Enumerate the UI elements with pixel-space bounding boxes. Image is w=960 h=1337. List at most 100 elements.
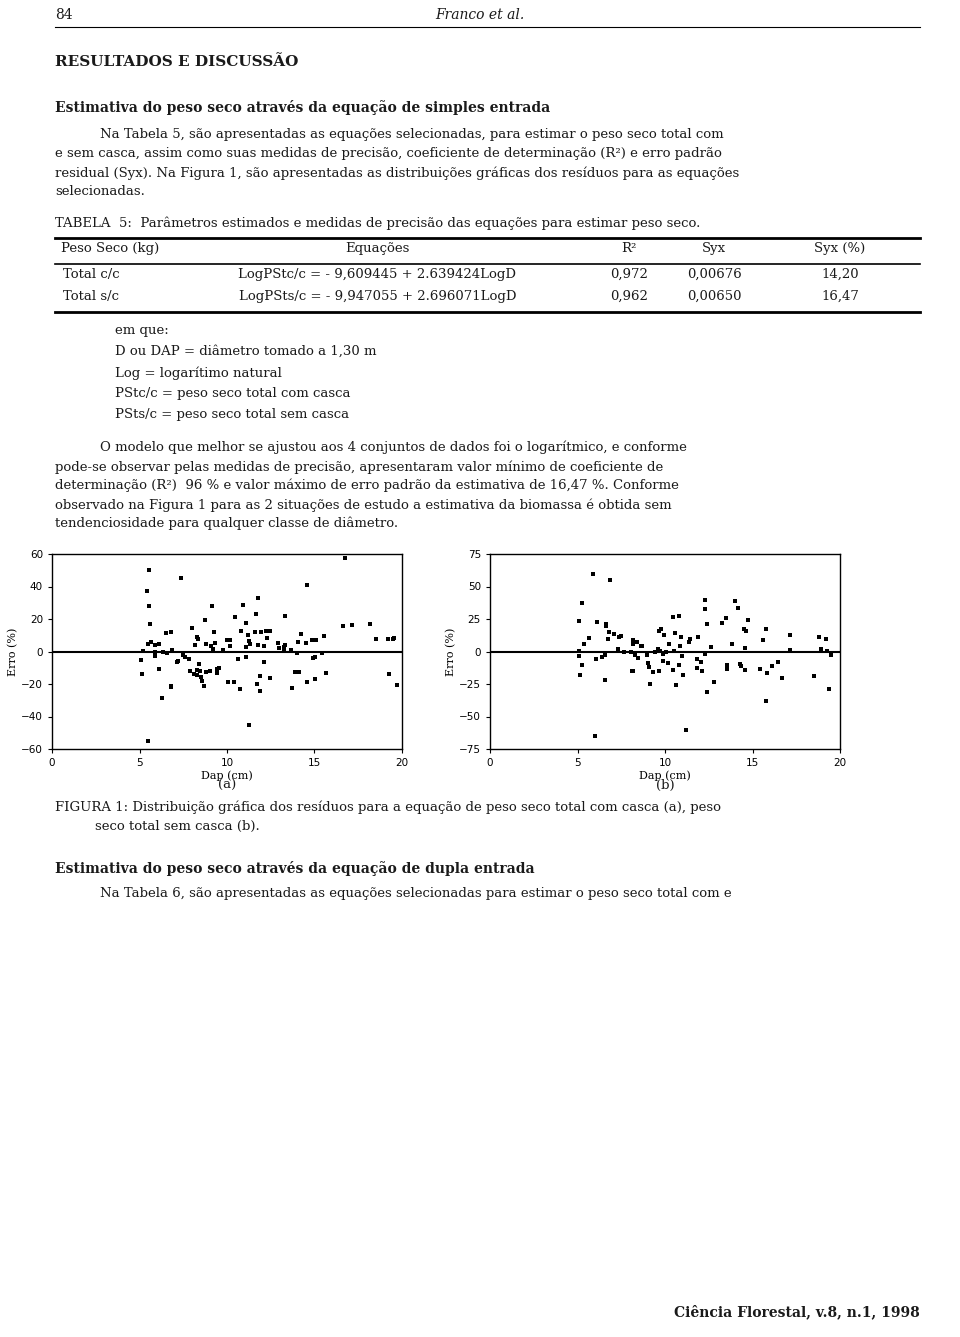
Point (667, 640, 683, 662)
Point (764, 655, 780, 677)
Text: (a): (a) (218, 779, 236, 792)
Point (163, 622, 179, 643)
Point (189, 664, 204, 686)
Text: 14,20: 14,20 (821, 267, 859, 281)
Point (204, 635, 219, 656)
Point (223, 630, 238, 651)
Text: 0,972: 0,972 (610, 267, 648, 281)
Text: Estimativa do peso seco através da equação de simples entrada: Estimativa do peso seco através da equaç… (55, 100, 550, 115)
Point (660, 652, 676, 674)
Point (234, 620, 250, 642)
Point (178, 647, 193, 668)
Point (176, 644, 191, 666)
Point (629, 631, 644, 652)
Point (645, 662, 660, 683)
Point (294, 623, 309, 644)
Point (190, 628, 205, 650)
Point (308, 630, 324, 651)
Point (147, 646, 162, 667)
Point (672, 604, 687, 626)
Y-axis label: Erro (%): Erro (%) (8, 627, 18, 675)
Point (163, 675, 179, 697)
Text: residual (Syx). Na Figura 1, são apresentadas as distribuições gráficas dos resí: residual (Syx). Na Figura 1, são apresen… (55, 166, 739, 179)
Point (598, 614, 613, 635)
Point (635, 635, 650, 656)
Point (668, 675, 684, 697)
Point (235, 595, 251, 616)
Point (603, 570, 618, 591)
Point (656, 643, 671, 664)
Point (639, 652, 655, 674)
Point (385, 628, 400, 650)
Point (139, 580, 155, 602)
Point (277, 606, 293, 627)
Point (380, 628, 396, 650)
Text: em que:: em que: (115, 324, 169, 337)
Point (676, 664, 691, 686)
Point (189, 659, 204, 681)
Point (215, 639, 230, 660)
Text: 16,47: 16,47 (821, 290, 859, 303)
Text: Estimativa do peso seco através da equação de dupla entrada: Estimativa do peso seco através da equaç… (55, 861, 535, 876)
Point (230, 648, 246, 670)
Text: FIGURA 1: Distribuição gráfica dos resíduos para a equação de peso seco total co: FIGURA 1: Distribuição gráfica dos resíd… (55, 801, 721, 814)
Text: RESULTADOS E DISCUSSÃO: RESULTADOS E DISCUSSÃO (55, 55, 299, 70)
Point (256, 635, 272, 656)
Point (223, 635, 238, 656)
Point (626, 634, 641, 655)
Point (635, 635, 650, 656)
Point (147, 642, 162, 663)
Point (759, 662, 775, 683)
Point (706, 671, 721, 693)
Point (756, 630, 771, 651)
Point (601, 622, 616, 643)
Point (198, 634, 213, 655)
Point (598, 670, 613, 691)
Point (659, 640, 674, 662)
Point (140, 634, 156, 655)
Point (304, 628, 320, 650)
Point (143, 631, 158, 652)
Point (187, 635, 203, 656)
Point (155, 687, 170, 709)
Point (252, 681, 268, 702)
Text: e sem casca, assim como suas medidas de precisão, coeficiente de determinação (R: e sem casca, assim como suas medidas de … (55, 147, 722, 160)
Point (753, 659, 768, 681)
Point (184, 618, 200, 639)
Point (572, 664, 588, 686)
Point (652, 620, 667, 642)
Point (719, 659, 734, 681)
Point (681, 631, 696, 652)
Point (259, 620, 275, 642)
Point (598, 615, 613, 636)
Point (134, 663, 150, 685)
Point (771, 651, 786, 673)
Point (673, 626, 688, 647)
Point (613, 624, 629, 646)
Point (189, 627, 204, 648)
Point (219, 630, 234, 651)
Point (271, 632, 286, 654)
Point (719, 654, 734, 675)
Text: Ciência Florestal, v.8, n.1, 1998: Ciência Florestal, v.8, n.1, 1998 (674, 1304, 920, 1320)
Point (607, 623, 622, 644)
Text: Total s/c: Total s/c (63, 290, 119, 303)
Point (362, 614, 377, 635)
Point (241, 714, 256, 735)
Point (704, 636, 719, 658)
Point (193, 667, 208, 689)
Point (289, 643, 304, 664)
Point (142, 612, 157, 634)
Text: Peso Seco (kg): Peso Seco (kg) (60, 242, 159, 255)
Point (824, 644, 839, 666)
Point (251, 635, 266, 656)
Text: Total c/c: Total c/c (63, 267, 120, 281)
Point (197, 608, 212, 630)
Point (164, 639, 180, 660)
Text: LogPSts/c = - 9,947055 + 2.696071LogD: LogPSts/c = - 9,947055 + 2.696071LogD (239, 290, 516, 303)
Point (158, 623, 174, 644)
Text: PStc/c = peso seco total com casca: PStc/c = peso seco total com casca (115, 386, 350, 400)
Point (814, 638, 829, 659)
Point (238, 647, 253, 668)
Point (206, 620, 222, 642)
